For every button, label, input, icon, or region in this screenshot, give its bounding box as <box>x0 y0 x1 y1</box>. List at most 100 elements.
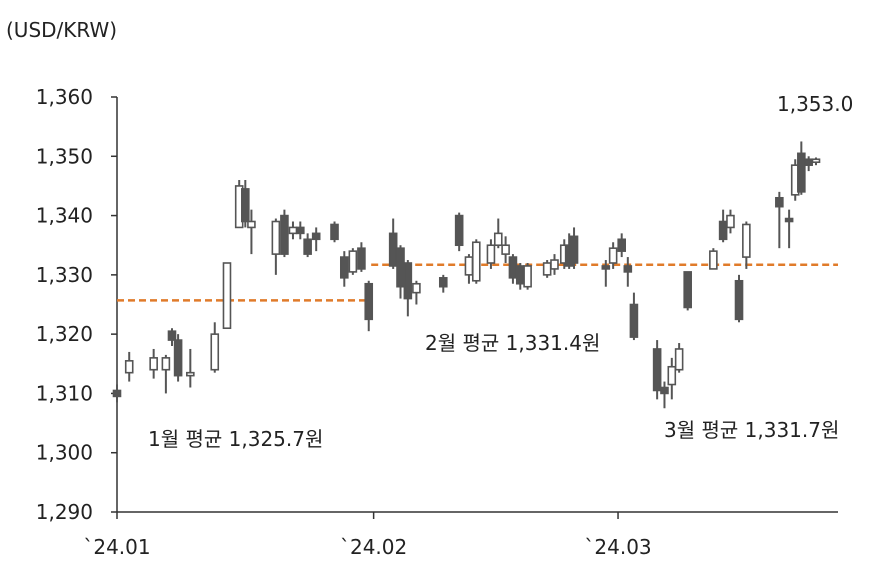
candle <box>804 156 813 172</box>
candle <box>303 233 312 258</box>
candle <box>280 209 289 258</box>
candle-body <box>412 282 421 294</box>
candle-body <box>438 277 448 288</box>
candle-body <box>709 250 718 270</box>
candle-body <box>280 214 289 255</box>
candle <box>396 245 405 299</box>
candle-body <box>124 360 134 374</box>
candle <box>608 242 618 269</box>
candle-body <box>797 152 806 193</box>
candle-body <box>674 348 684 371</box>
candle <box>210 322 220 373</box>
candle <box>726 209 735 234</box>
candle <box>709 248 718 270</box>
candle-body <box>396 247 405 288</box>
candle <box>569 227 579 269</box>
candle <box>629 292 639 341</box>
y-tick-label: 1,340 <box>36 204 93 228</box>
candle <box>742 221 751 269</box>
candle <box>667 357 677 400</box>
candle-body <box>288 226 298 235</box>
candle-body <box>493 232 503 247</box>
candle-body <box>388 232 398 267</box>
candle <box>438 274 448 293</box>
candle <box>173 334 183 382</box>
jan-average-label: 1월 평균 1,325.7원 <box>148 427 323 451</box>
candle-body <box>660 386 669 395</box>
candle-body <box>486 244 496 264</box>
candle <box>775 191 784 249</box>
candle-body <box>508 256 518 279</box>
candle <box>161 354 171 394</box>
candle <box>311 227 321 252</box>
candle-body <box>601 265 611 270</box>
candle <box>124 351 134 382</box>
candle <box>542 260 552 278</box>
candle-body <box>623 265 633 273</box>
candle-body <box>330 223 339 241</box>
candle <box>222 262 232 330</box>
candle <box>617 233 627 258</box>
mar-average-label: 3월 평균 1,331.7원 <box>664 418 839 442</box>
candle-body <box>112 389 122 398</box>
candle-body <box>775 196 784 208</box>
candle <box>412 280 421 305</box>
annotations: 1월 평균 1,325.7원 2월 평균 1,331.4원 3월 평균 1,33… <box>148 92 853 451</box>
candle <box>486 239 496 269</box>
candle <box>403 260 413 317</box>
candle <box>271 218 281 275</box>
candle <box>493 218 503 249</box>
candle <box>811 157 821 166</box>
candle <box>674 343 684 373</box>
candle <box>364 280 374 332</box>
candle-body <box>454 214 464 247</box>
candle <box>515 263 525 290</box>
candle <box>348 248 358 275</box>
candle-body <box>303 238 312 255</box>
y-tick-label: 1,300 <box>36 441 93 465</box>
candle <box>247 209 256 255</box>
candle-body <box>523 265 532 288</box>
candle-body <box>271 220 281 255</box>
candle-body <box>464 256 474 276</box>
average-lines <box>117 263 838 302</box>
candle-body <box>247 220 256 229</box>
candle <box>339 251 349 287</box>
candle-body <box>173 339 183 377</box>
candle-body <box>542 262 552 276</box>
x-tick-label: `24.02 <box>340 535 407 559</box>
candles <box>112 141 821 409</box>
candle <box>288 221 298 240</box>
candle <box>718 209 728 243</box>
candle-body <box>186 371 195 377</box>
y-tick-label: 1,290 <box>36 500 93 524</box>
last-value-label: 1,353.0 <box>777 92 853 116</box>
candle <box>734 274 744 323</box>
candle-body <box>364 282 374 321</box>
candle-body <box>403 262 413 300</box>
candle <box>601 260 611 287</box>
candle <box>330 221 339 243</box>
axes: 1,290 1,300 1,310 1,320 1,330 1,340 1,350 1,360… <box>36 85 838 559</box>
candle-body <box>629 303 639 338</box>
candle <box>357 242 366 272</box>
candle-body <box>339 256 349 279</box>
y-tick-label: 1,330 <box>36 263 93 287</box>
candle-body <box>296 226 305 235</box>
candle <box>784 209 794 249</box>
candle-body <box>608 247 618 264</box>
candle-body <box>784 217 794 223</box>
candle-body <box>726 214 735 229</box>
candle-body <box>357 247 366 270</box>
candle-body <box>222 262 232 330</box>
candle-body <box>149 357 158 371</box>
candle-body <box>515 265 525 285</box>
candle-body <box>811 158 821 164</box>
y-tick-label: 1,350 <box>36 144 93 168</box>
candle-body <box>718 220 728 241</box>
candle <box>149 348 158 379</box>
candle <box>660 381 669 409</box>
candle-body <box>210 333 220 371</box>
y-tick-label: 1,310 <box>36 381 93 405</box>
